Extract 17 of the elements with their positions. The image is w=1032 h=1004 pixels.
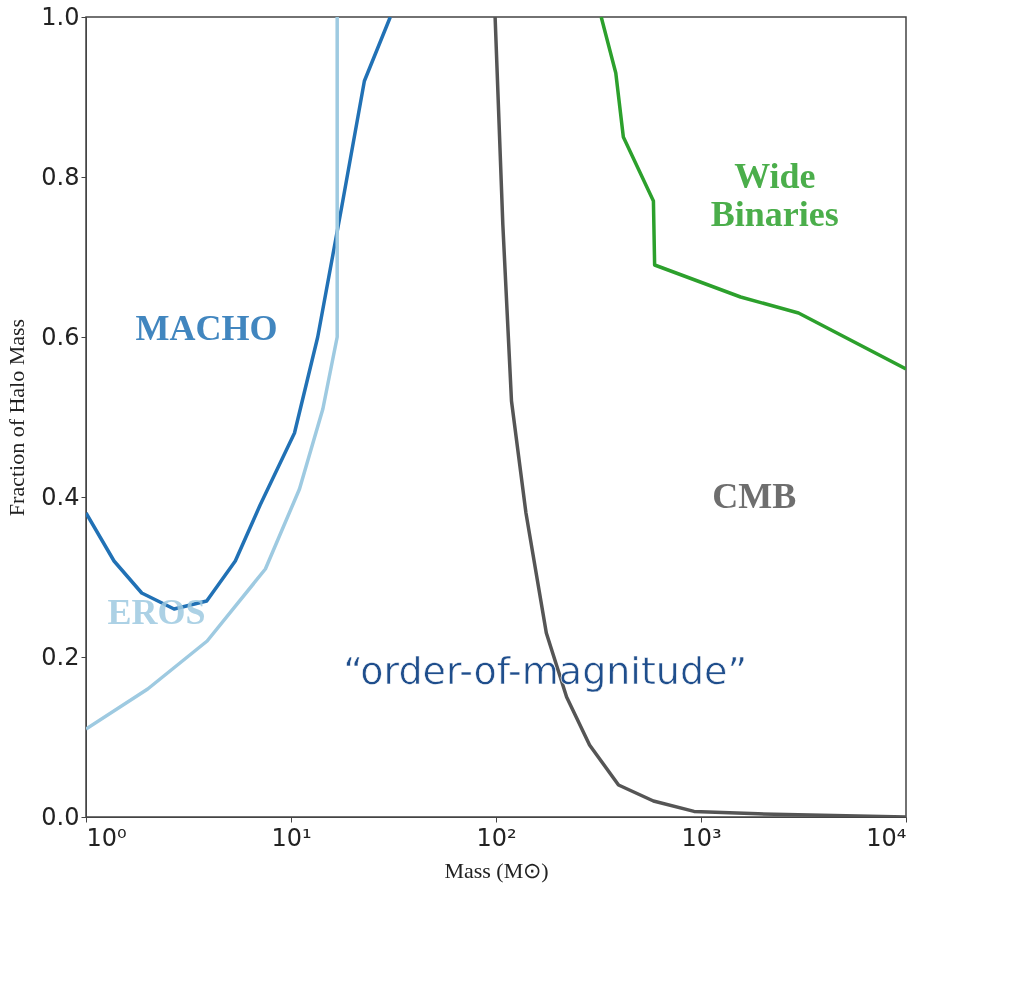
y-tick-label: 0.6 bbox=[41, 322, 80, 351]
y-tick-label: 0.0 bbox=[41, 802, 80, 831]
annotation: Wide Binaries bbox=[710, 156, 839, 234]
y-tick-label: 0.8 bbox=[41, 162, 80, 191]
annotation: EROS bbox=[107, 592, 206, 632]
x-tick-label: 10¹ bbox=[271, 823, 312, 852]
annotation: MACHO bbox=[135, 308, 278, 348]
y-tick-label: 0.4 bbox=[41, 482, 80, 511]
x-tick-label: 10⁴ bbox=[866, 823, 907, 852]
y-tick-label: 1.0 bbox=[41, 2, 80, 31]
x-tick-label: 10² bbox=[476, 823, 517, 852]
x-axis-title: Mass (M⊙) bbox=[444, 857, 549, 883]
x-tick-label: 10³ bbox=[681, 823, 722, 852]
y-axis-title: Fraction of Halo Mass bbox=[4, 318, 30, 517]
x-tick-label: 10⁰ bbox=[86, 823, 127, 852]
y-tick-label: 0.2 bbox=[41, 642, 80, 671]
annotation: CMB bbox=[712, 476, 797, 516]
